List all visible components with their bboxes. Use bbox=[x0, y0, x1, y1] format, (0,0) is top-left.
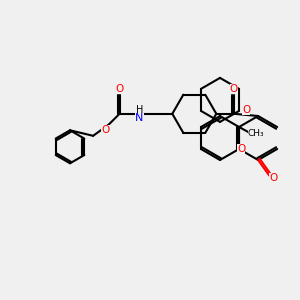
Text: CH₃: CH₃ bbox=[248, 129, 265, 138]
Text: H: H bbox=[136, 105, 143, 115]
Text: O: O bbox=[269, 173, 277, 183]
Text: N: N bbox=[135, 113, 143, 123]
Text: O: O bbox=[237, 144, 245, 154]
Text: O: O bbox=[242, 105, 250, 115]
Text: O: O bbox=[101, 125, 110, 135]
Text: O: O bbox=[116, 84, 124, 94]
Text: O: O bbox=[230, 84, 238, 94]
